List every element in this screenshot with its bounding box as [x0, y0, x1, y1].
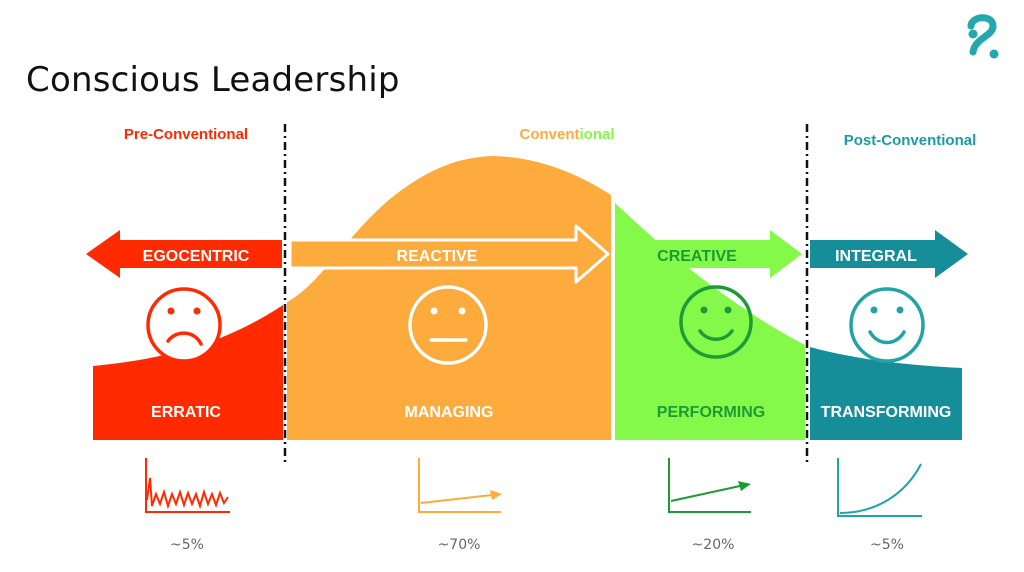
stage-conventional-part1: Convent [519, 126, 579, 143]
happy-face-icon [849, 287, 925, 363]
curve-red-segment [93, 305, 283, 440]
curve-orange-segment [287, 156, 611, 440]
pct-performing: ~20% [692, 537, 735, 553]
stage-post-conventional: Post-Conventional [844, 132, 977, 149]
smile-face-icon [679, 285, 753, 359]
exponential-growth-icon [837, 458, 922, 517]
stage-conventional-part2: ional [579, 126, 614, 143]
sad-face-icon [146, 287, 222, 363]
brand-logo-icon [967, 14, 999, 59]
level-managing: MANAGING [405, 404, 494, 421]
pct-managing: ~70% [438, 537, 481, 553]
neutral-face-icon [408, 285, 488, 365]
pct-erratic: ~5% [170, 537, 204, 553]
pct-transforming: ~5% [870, 537, 904, 553]
population-curve [93, 156, 962, 440]
arrow-reactive-label: REACTIVE [397, 248, 478, 265]
stage-pre-conventional: Pre-Conventional [124, 126, 248, 143]
level-performing: PERFORMING [657, 404, 765, 421]
linear-growth-icon [668, 458, 751, 513]
arrow-egocentric [86, 230, 282, 278]
page-title: Conscious Leadership [26, 60, 400, 100]
erratic-line-icon [145, 458, 230, 513]
stage-conventional: Conventional [519, 126, 614, 143]
arrow-egocentric-label: EGOCENTRIC [143, 248, 250, 265]
level-erratic: ERRATIC [151, 404, 221, 421]
curve-teal-segment [810, 347, 962, 440]
arrow-integral [810, 230, 968, 278]
arrow-creative [615, 230, 802, 278]
arrow-creative-label: CREATIVE [657, 248, 737, 265]
arrow-reactive [288, 224, 610, 284]
flat-growth-icon [418, 458, 502, 513]
arrow-integral-label: INTEGRAL [835, 248, 917, 265]
level-transforming: TRANSFORMING [821, 404, 952, 421]
